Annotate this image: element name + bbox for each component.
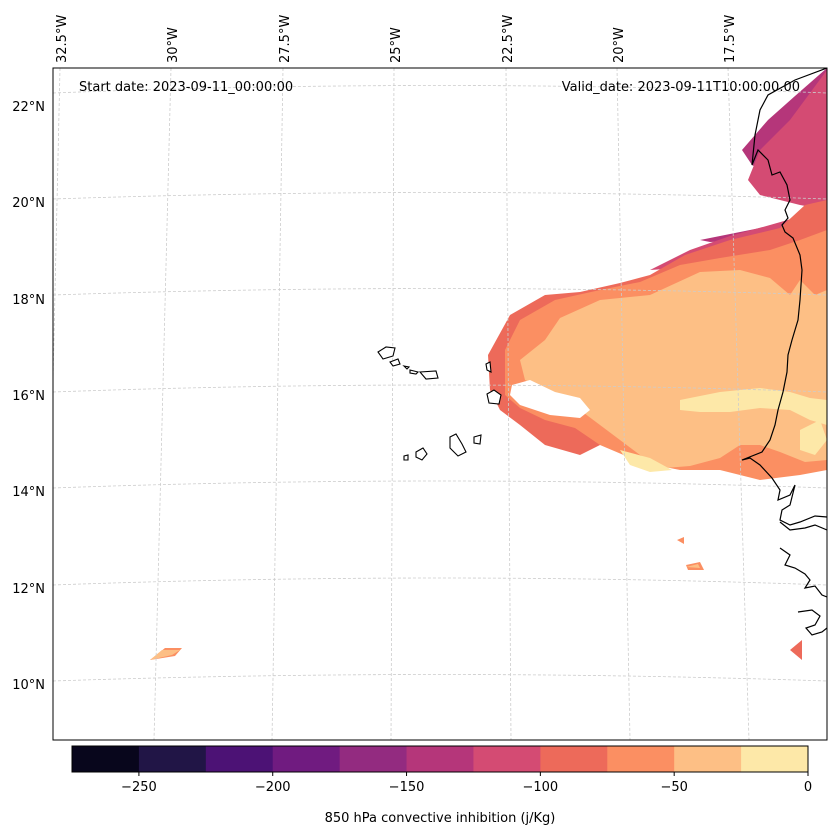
colorbar-label: 850 hPa convective inhibition (j/Kg) [325,811,556,826]
colorbar-tick-label: −200 [255,780,291,795]
contour-hole-west [510,380,590,418]
lat-label-22n: 22°N [12,100,45,115]
colorbar-frame [71,745,809,773]
lat-label-12n: 12°N [12,582,45,597]
lon-label-20w: 20°W [612,27,627,63]
colorbar-tick-label: −150 [389,780,425,795]
island-sal [485,361,492,373]
colorbar-swatch [272,746,341,772]
colorbar-tick-label: 0 [804,780,812,795]
colorbar-swatch [138,746,207,772]
colorbar-swatch [406,746,474,772]
island-santiago [449,433,467,457]
island-maio [473,434,482,445]
island-fogo [415,447,428,461]
lon-label-22-5w: 22.5°W [501,15,516,63]
colorbar-tick-label: −50 [660,780,687,795]
map-area: Start date: 2023-09-11_00:00:00 Valid_da… [53,68,827,740]
cape-verde-islands [377,346,502,461]
longitude-tick-labels: 32.5°W 30°W 27.5°W 25°W 22.5°W 20°W 17.5… [55,15,738,63]
lon-label-32-5w: 32.5°W [55,15,70,63]
contour-m25-0 [620,388,827,472]
coastline [741,68,827,636]
colorbar-ticks: −250 −200 −150 −100 −50 0 [121,772,812,795]
island-santo-antao [377,346,396,360]
colorbar-swatch [205,746,274,772]
lon-label-30w: 30°W [166,27,181,63]
lon-label-17-5w: 17.5°W [723,15,738,63]
island-boa-vista [486,389,502,405]
lat-label-16n: 16°N [12,389,45,404]
lon-label-27-5w: 27.5°W [278,15,293,63]
colorbar [71,745,809,773]
map-frame [52,67,828,741]
lon-label-25w: 25°W [389,27,404,63]
island-sao-vicente [389,358,401,367]
lat-label-20n: 20°N [12,196,45,211]
island-sao-nicolau [409,369,420,375]
graticule [53,68,827,740]
island-santa-luzia [402,365,411,370]
colorbar-swatch [674,746,742,772]
contour-hole-bight [742,68,827,120]
valid-date-label: Valid_date: 2023-09-11T10:00:00.00 [562,80,800,95]
start-date-label: Start date: 2023-09-11_00:00:00 [79,80,293,95]
contour-m50-m25 [150,270,827,660]
colorbar-tick-label: −100 [523,780,559,795]
lat-label-14n: 14°N [12,485,45,500]
colorbar-swatch [473,746,541,772]
lat-label-18n: 18°N [12,293,45,308]
colorbar-swatch [540,746,608,772]
latitude-tick-labels: 22°N 20°N 18°N 16°N 14°N 12°N 10°N [12,100,45,693]
africa-coastline [741,68,827,636]
colorbar-swatch [741,746,809,772]
lat-label-10n: 10°N [12,678,45,693]
colorbar-swatch [339,746,408,772]
colorbar-tick-label: −250 [121,780,157,795]
island-brava [403,454,409,461]
island-ilheu [418,370,439,380]
colorbar-swatch [72,746,140,772]
colorbar-swatch [607,746,675,772]
